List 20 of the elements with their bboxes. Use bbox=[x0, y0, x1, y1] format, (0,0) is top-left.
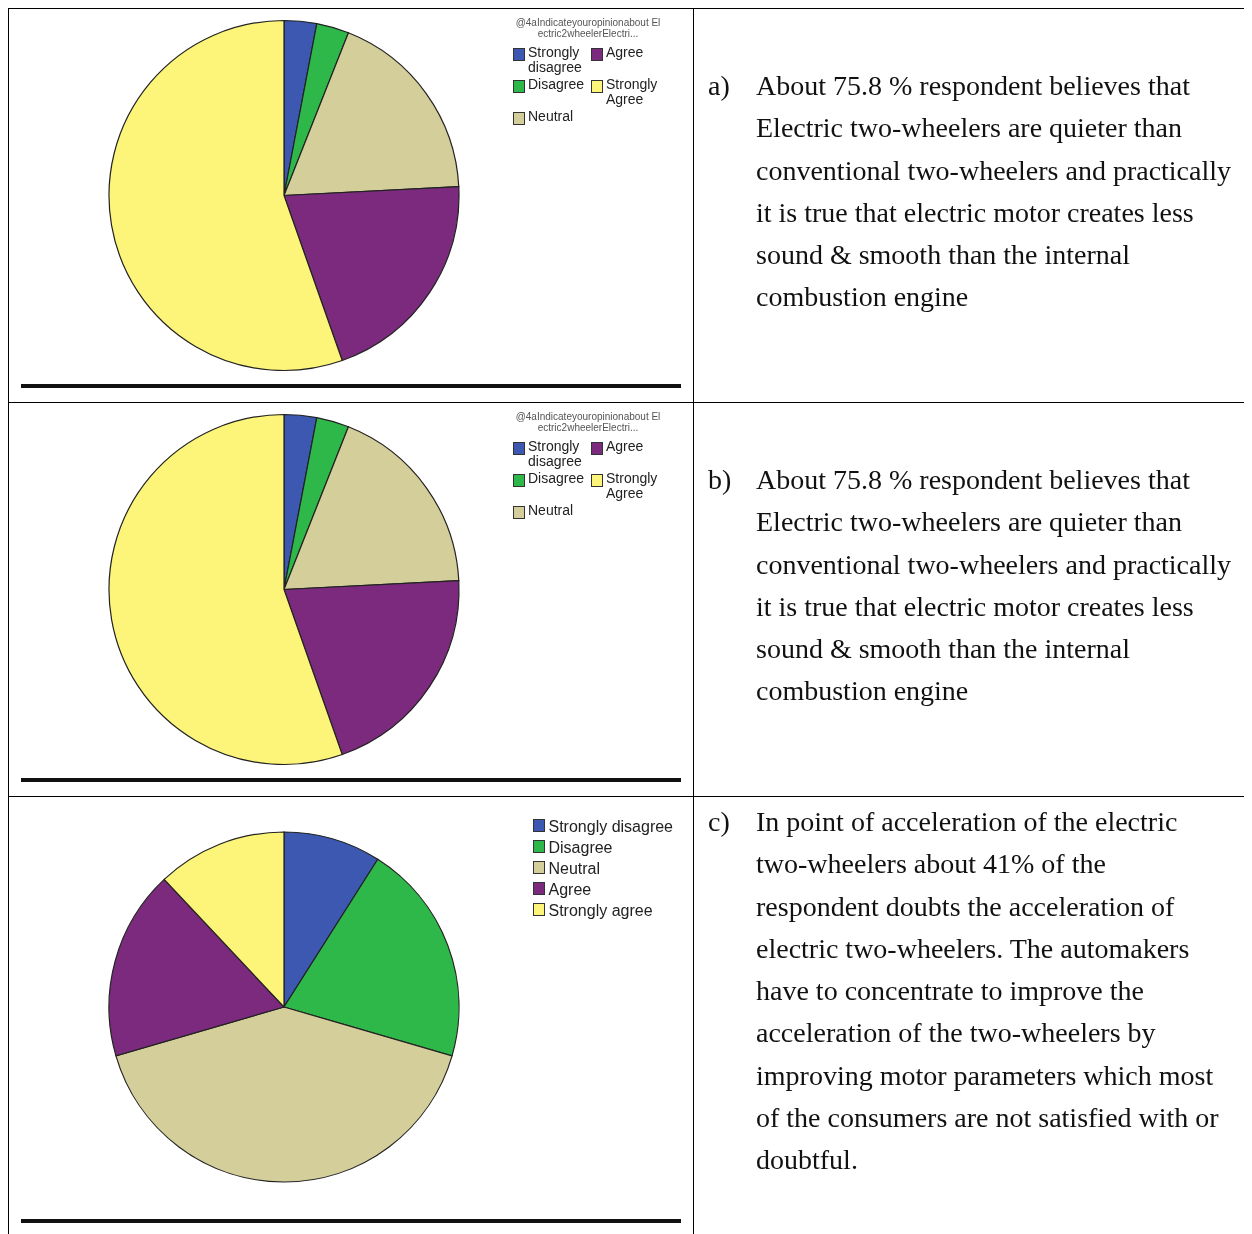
legend-label: Neutral bbox=[548, 859, 601, 878]
legend-label: Neutral bbox=[528, 108, 575, 124]
legend-label: Strongly Agree bbox=[606, 470, 659, 501]
legend-label: Strongly Agree bbox=[606, 76, 659, 107]
legend-label: Disagree bbox=[528, 76, 585, 92]
legend-label: Disagree bbox=[528, 470, 585, 486]
legend-label: Agree bbox=[548, 880, 592, 899]
legend-label: Strongly disagree bbox=[528, 438, 583, 469]
legend-label: Agree bbox=[606, 44, 645, 60]
legend-label: Strongly agree bbox=[548, 901, 653, 920]
legend-label: Neutral bbox=[528, 502, 575, 518]
legend-title: @4aIndicateyouropinionabout Electric2wheelerElectri... bbox=[514, 411, 662, 433]
text: a) About 75.8 % respondent believes that Electric two-wheelers are quieter than conventional two-wheelers and practically it is true that electric motor creates less sound & smooth than the internal combustion engine bbox=[708, 69, 1233, 315]
legend-label: Strongly disagree bbox=[528, 44, 583, 75]
text: c) In point of acceleration of the electric two-wheelers about 41% of the respondent doubts the acceleration of electric two-wheelers. The automakers have to concentrate to improve the acceleration of the two-wheelers by improving motor parameters which most of the consumers are not satisfied with or doubtful. bbox=[708, 806, 1219, 1176]
legend-label: Strongly disagree bbox=[548, 817, 673, 836]
legend-label: Disagree bbox=[548, 838, 613, 857]
legend-label: Agree bbox=[606, 438, 645, 454]
legend-title: @4aIndicateyouropinionabout Electric2wheelerElectri... bbox=[514, 17, 662, 39]
text: b) About 75.8 % respondent believes that Electric two-wheelers are quieter than conventional two-wheelers and practically it is true that electric motor creates less sound & smooth than the internal combustion engine bbox=[708, 463, 1233, 709]
